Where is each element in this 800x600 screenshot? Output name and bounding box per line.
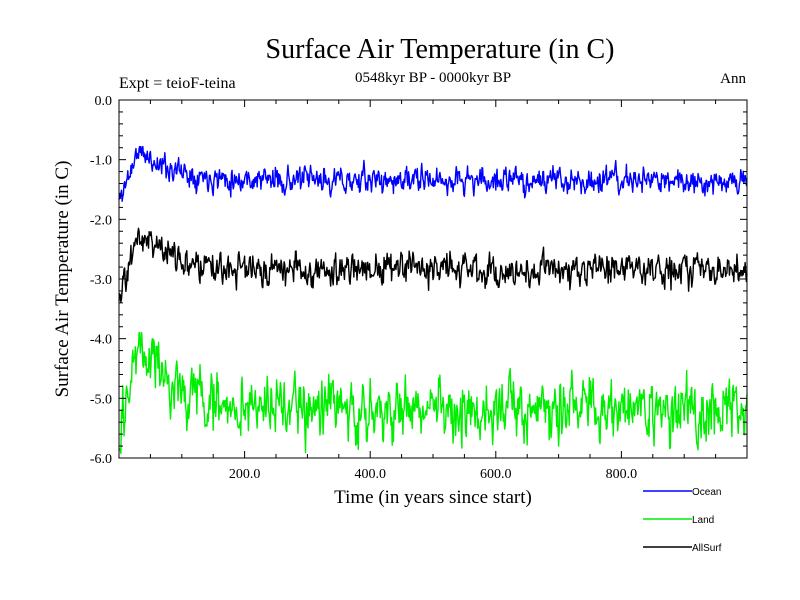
season-label: Ann [720,71,746,87]
y-tick-label: -5.0 [90,392,112,407]
series-line-ocean [118,145,748,202]
y-tick-label: 0.0 [95,94,113,109]
y-tick-label: -2.0 [90,213,112,228]
y-tick-label: -3.0 [90,273,112,288]
x-axis-label: Time (in years since start) [334,487,532,508]
x-tick-label: 800.0 [606,467,638,482]
x-tick-label: 200.0 [229,467,261,482]
plot-frame [118,99,748,459]
legend-label-land: Land [692,515,714,526]
experiment-label: Expt = teioF-teina [119,75,236,92]
chart-subtitle: 0548kyr BP - 0000kyr BP [355,70,511,86]
series-line-land [118,332,748,455]
series-line-allsurf [118,227,748,303]
legend-label-ocean: Ocean [692,487,721,498]
y-tick-label: -6.0 [90,452,112,467]
legend-label-allsurf: AllSurf [692,543,722,554]
y-tick-label: -1.0 [90,154,112,169]
series-layer [118,145,748,455]
tick-label-layer: 200.0 400.0 600.0 800.0 0.0 -1.0 -2.0 -3.0 -4.0 -… [90,94,637,482]
x-tick-label: 600.0 [480,467,512,482]
x-tick-label: 400.0 [354,467,386,482]
y-axis-label: Surface Air Temperature (in C) [52,161,73,398]
y-tick-label: -4.0 [90,333,112,348]
legend: Ocean Land AllSurf [643,487,722,554]
chart-title: Surface Air Temperature (in C) [266,34,615,65]
